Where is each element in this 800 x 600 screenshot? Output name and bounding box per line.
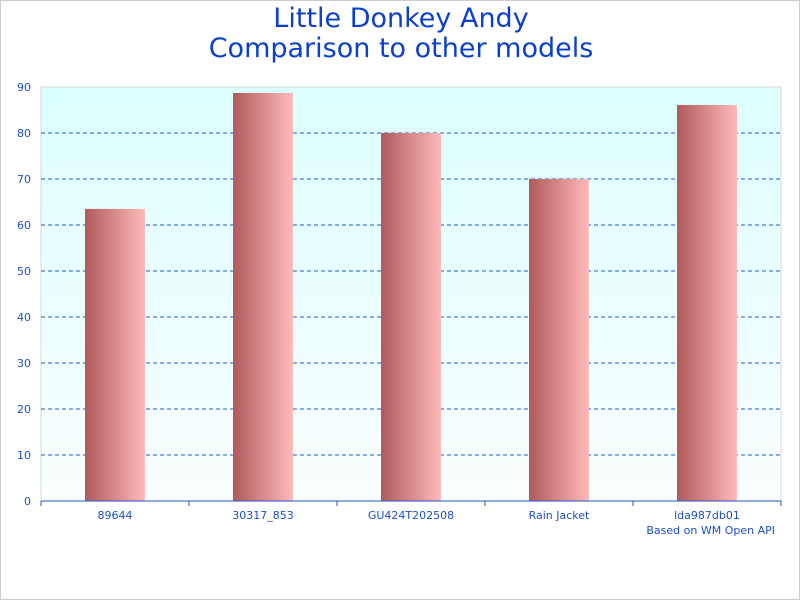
y-tick-label: 20: [17, 403, 31, 416]
y-tick-label: 0: [24, 495, 31, 508]
y-tick-label: 60: [17, 219, 31, 232]
y-tick-label: 30: [17, 357, 31, 370]
bar: [529, 179, 589, 501]
bar: [233, 92, 293, 501]
bar: [381, 133, 441, 501]
y-tick-label: 40: [17, 311, 31, 324]
chart-title-line2: Comparison to other models: [208, 33, 594, 64]
x-tick-label: 89644: [98, 509, 133, 522]
y-tick-label: 50: [17, 265, 31, 278]
bar: [85, 208, 145, 501]
x-tick-label: GU424T202508: [368, 509, 454, 522]
x-tick-label: 30317_853: [232, 509, 294, 522]
y-tick-label: 10: [17, 449, 31, 462]
y-tick-label: 90: [17, 81, 31, 94]
y-tick-label: 70: [17, 173, 31, 186]
bar: [677, 104, 737, 501]
x-tick-label: Rain Jacket: [529, 509, 590, 522]
chart-title-line1: Little Donkey Andy: [273, 3, 529, 34]
x-tick-label: lda987db01: [674, 509, 740, 522]
y-tick-label: 80: [17, 127, 31, 140]
footnote: Based on WM Open API: [646, 524, 775, 537]
